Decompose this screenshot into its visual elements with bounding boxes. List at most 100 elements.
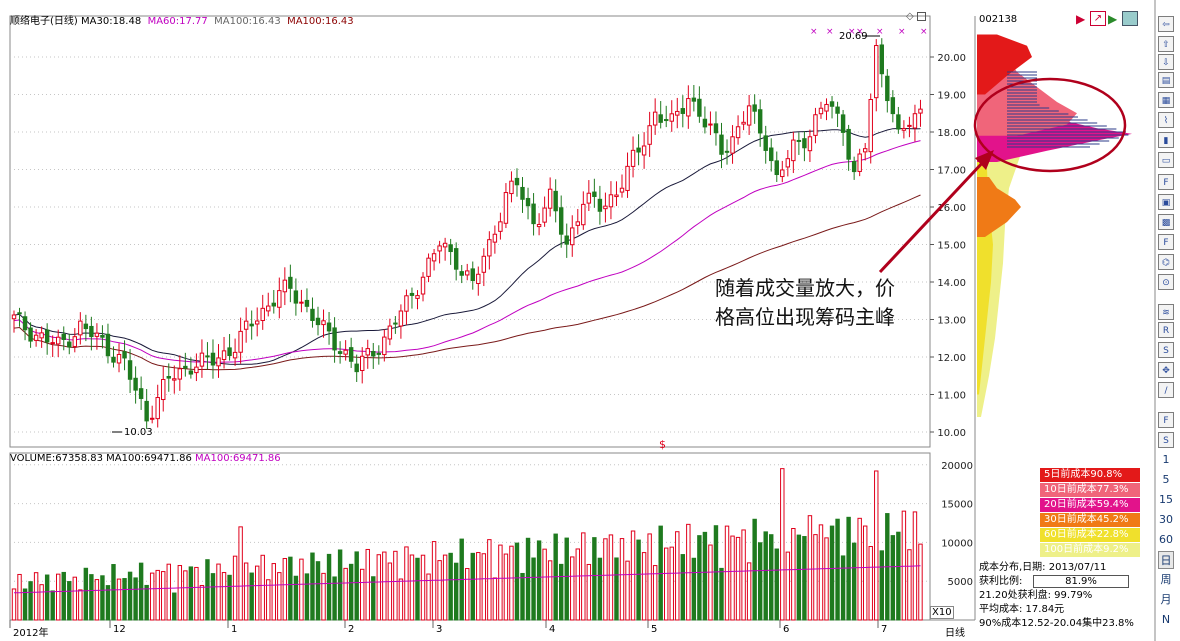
volume-bar-up	[901, 510, 907, 621]
candle-body-down	[122, 351, 127, 359]
profit-value: 81.9%	[1065, 576, 1097, 587]
candle-body-up	[669, 113, 674, 122]
volume-bar-down	[691, 557, 697, 621]
volume-bar-down	[896, 531, 901, 621]
candle-icon[interactable]: ▮	[1158, 132, 1174, 148]
pen-icon[interactable]: /	[1158, 382, 1174, 398]
annotation-arrow	[878, 158, 987, 274]
down-icon[interactable]: ⇩	[1158, 54, 1174, 70]
s-icon[interactable]: S	[1158, 342, 1174, 358]
volume-bar-down	[332, 576, 337, 621]
candle-body-down	[597, 198, 603, 212]
candle-body-down	[769, 147, 774, 162]
candle-body-up	[791, 139, 796, 162]
candle-body-up	[243, 320, 249, 330]
candle-body-down	[564, 235, 569, 245]
line-chart-icon[interactable]: ⌇	[1158, 112, 1174, 128]
candle-body-up	[260, 307, 265, 321]
volume-bar-down	[592, 537, 597, 621]
candle-body-up	[780, 169, 785, 178]
period-button-5[interactable]: 日	[1158, 551, 1174, 569]
candle-body-down	[393, 322, 398, 325]
price-axis-label: 20.00	[937, 53, 966, 64]
profit-row: 获利比例: 81.9%	[979, 575, 1134, 589]
volume-bar-up	[94, 579, 100, 621]
period-button-0[interactable]: 1	[1162, 453, 1170, 466]
wave-icon[interactable]: ≋	[1158, 304, 1174, 320]
time-axis-label: 6	[783, 624, 790, 635]
period-button-3[interactable]: 30	[1159, 513, 1173, 526]
period-button-6[interactable]: 周	[1160, 573, 1172, 586]
flag-icon[interactable]: ▶	[1076, 12, 1086, 26]
ma30-label: MA30:	[81, 16, 113, 27]
chart-type-icon[interactable]: ⌬	[1158, 254, 1174, 270]
volume-value: 67358.83	[55, 453, 103, 464]
candle-body-up	[172, 378, 177, 381]
volume-bar-up	[741, 529, 746, 621]
volume-bar-up	[376, 554, 382, 621]
candle-body-up	[420, 276, 426, 295]
info-icon[interactable]: ▣	[1158, 194, 1174, 210]
volume-bar-up	[420, 554, 426, 621]
table-icon[interactable]: ▦	[1158, 92, 1174, 108]
candle-body-up	[116, 353, 122, 364]
moving-average-lines	[13, 128, 921, 371]
volume-bar-up	[365, 548, 370, 621]
volume-bar-down	[564, 537, 569, 621]
volume-bar-up	[647, 533, 652, 621]
candle-body-up	[437, 245, 442, 252]
time-axis-label: 1	[231, 624, 238, 635]
volume-header: VOLUME:67358.83 MA100:69471.86 MA100:694…	[10, 453, 281, 464]
candle-body-up	[641, 145, 647, 156]
window-icon[interactable]	[917, 12, 926, 21]
volume-ma100b-value: 69471.86	[232, 453, 281, 464]
profit-line: 21.20处获利盘: 99.79%	[979, 590, 1093, 601]
window-icon[interactable]: ▭	[1158, 152, 1174, 168]
candle-body-up	[481, 255, 487, 273]
volume-bar-up	[232, 555, 238, 621]
axis-labels: 20.00 19.00 18.00 17.00 16.00 15.00 14.00 13.00…	[937, 53, 973, 588]
volume-bar-down	[371, 576, 376, 621]
period-button-4[interactable]: 60	[1159, 533, 1173, 546]
volume-bar-up	[437, 560, 442, 621]
period-button-2[interactable]: 15	[1159, 493, 1173, 506]
period-button-8[interactable]: N	[1161, 613, 1171, 626]
ma60-line	[13, 140, 921, 363]
candle-body-up	[708, 123, 713, 126]
volume-bar-up	[387, 562, 393, 621]
arrow-toggle-icon[interactable]: ↗	[1090, 11, 1106, 26]
grid-view-icon[interactable]	[1122, 11, 1138, 26]
fs-icon[interactable]: F	[1158, 412, 1174, 428]
up-icon[interactable]: ⇧	[1158, 36, 1174, 52]
move-icon[interactable]: ✥	[1158, 362, 1174, 378]
volume-bar-up	[730, 535, 735, 621]
volume-bar-down	[448, 552, 453, 621]
f10-icon[interactable]: F	[1158, 174, 1174, 190]
volume-bar-up	[503, 553, 509, 621]
rsi-icon[interactable]: R	[1158, 322, 1174, 338]
volume-bar-up	[33, 572, 39, 621]
volume-bar-down	[210, 573, 216, 621]
legend-60d-label: 60日前成本22.8%	[1044, 529, 1129, 540]
report-icon[interactable]: ▩	[1158, 214, 1174, 230]
volume-ma100b-label: MA100:	[195, 453, 233, 464]
play-icon[interactable]: ▶	[1108, 12, 1118, 26]
diamond-icon[interactable]: ◇	[906, 11, 914, 22]
candle-body-down	[111, 356, 116, 363]
volume-bar-down	[105, 585, 111, 621]
candle-body-down	[470, 268, 475, 281]
volume-bar-up	[183, 570, 188, 621]
circle-icon[interactable]: ⊙	[1158, 274, 1174, 290]
settings-icon[interactable]: S	[1158, 432, 1174, 448]
volume-bar-up	[918, 543, 923, 621]
back-icon[interactable]: ⇦	[1158, 16, 1174, 32]
candle-body-down	[702, 118, 708, 128]
candle-body-up	[398, 310, 404, 327]
volume-multiplier: X10	[930, 606, 954, 619]
period-button-7[interactable]: 月	[1160, 593, 1172, 606]
list-icon[interactable]: ▤	[1158, 72, 1174, 88]
finance-icon[interactable]: F	[1158, 234, 1174, 250]
volume-bar-up	[216, 563, 221, 621]
period-button-1[interactable]: 5	[1162, 473, 1170, 486]
candle-body-down	[713, 123, 719, 134]
